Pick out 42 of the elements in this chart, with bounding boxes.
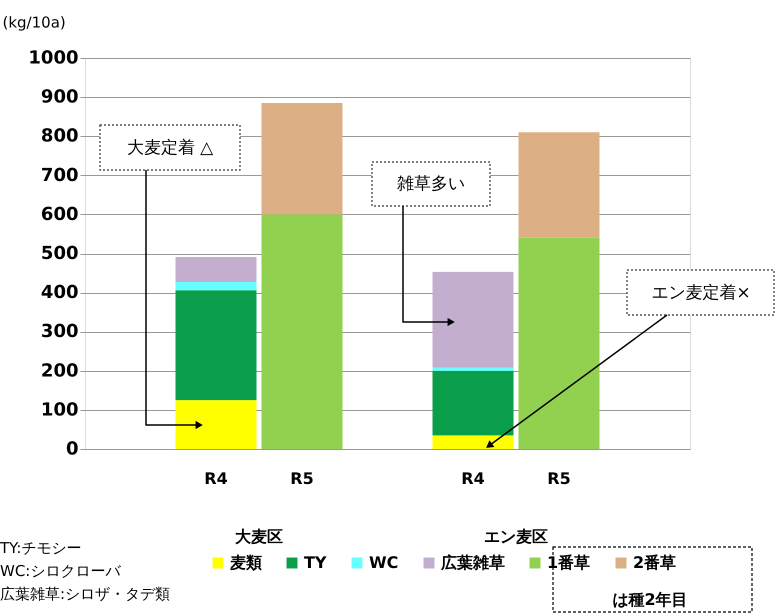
legend-label: 2番草 [633, 553, 676, 572]
y-tick-label: 900 [40, 86, 78, 108]
bar [432, 272, 514, 368]
legend-label: 広葉雑草 [440, 553, 505, 572]
text: エン麦区 [484, 527, 548, 546]
y-tick-label: 1000 [28, 48, 78, 68]
bar [432, 435, 514, 449]
annotation: 大麦定着 △ [126, 138, 214, 158]
bar [176, 257, 256, 282]
bar [518, 238, 600, 449]
bar [432, 368, 514, 371]
text: は種2年目 [612, 590, 688, 609]
y-tick-label: 300 [40, 321, 78, 342]
bar [176, 282, 256, 290]
annotation: 雑草多い [397, 174, 465, 194]
text: 大麦区 [235, 527, 283, 546]
legend-label: WC [369, 553, 398, 572]
y-tick-label: 800 [40, 126, 78, 147]
x-tick-label: R5 [290, 469, 314, 488]
bar [262, 214, 342, 449]
bar [432, 370, 514, 436]
y-tick-label: 600 [40, 204, 78, 225]
y-tick-label: 700 [40, 164, 78, 186]
text: WC:シロクローバ [0, 562, 122, 580]
y-tick-label: 100 [40, 399, 78, 420]
x-tick-label: R4 [204, 469, 228, 488]
y-tick-label: 0 [66, 438, 78, 460]
bar [518, 132, 600, 238]
text: エン麦定着× [651, 283, 751, 303]
y-tick-label: 400 [40, 282, 78, 304]
legend-label: TY [304, 553, 327, 572]
y-axis-title: (kg/10a) [2, 14, 66, 32]
text: TY:チモシー [0, 539, 82, 557]
x-tick-label: R4 [461, 469, 485, 488]
y-tick-label: 200 [40, 360, 78, 382]
y-tick-label: 500 [40, 243, 78, 264]
legend-label: 麦類 [229, 553, 262, 572]
text: 広葉雑草:シロザ・タデ類 [0, 585, 170, 603]
bar [176, 290, 256, 400]
bar [176, 400, 256, 449]
x-tick-label: R5 [547, 469, 571, 488]
bar [262, 102, 342, 214]
